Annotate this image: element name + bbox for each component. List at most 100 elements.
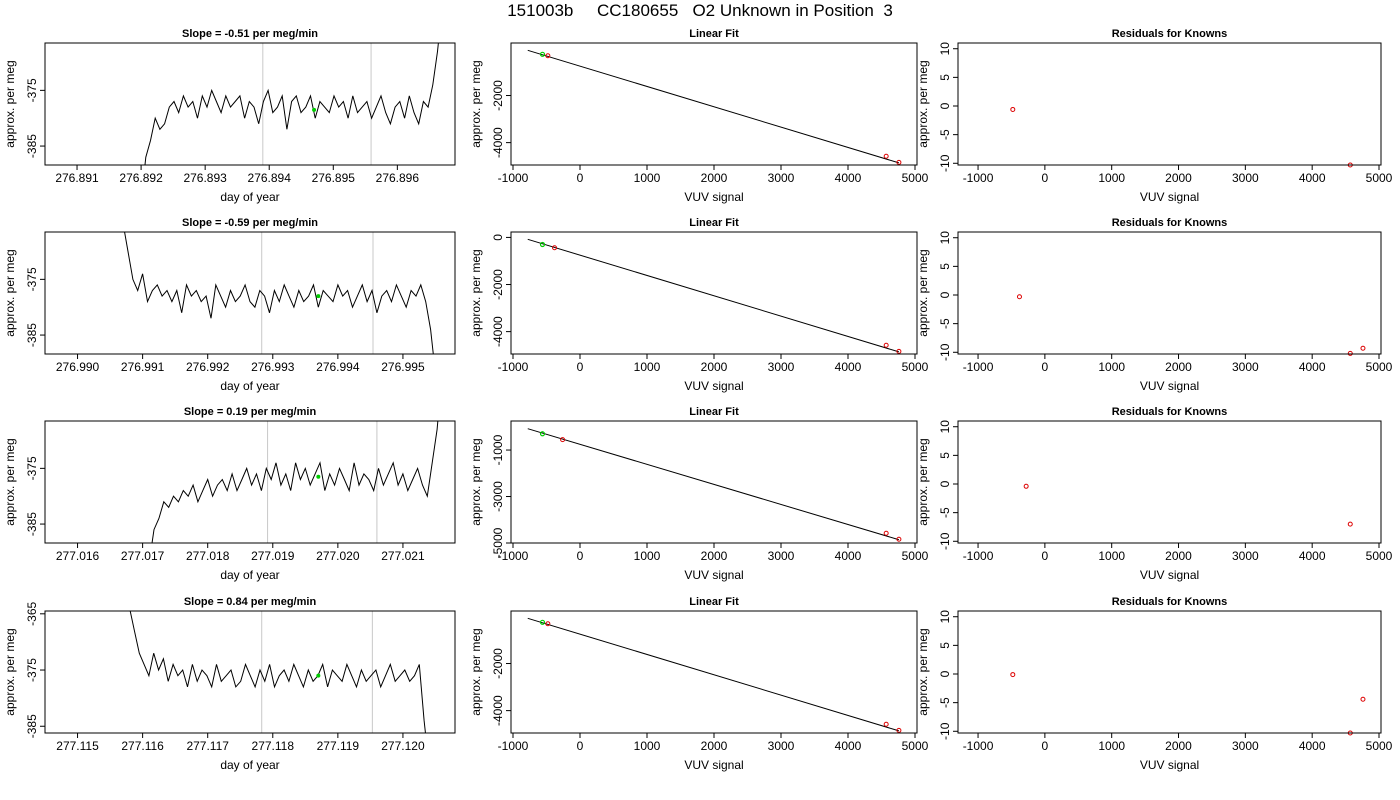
x-tick-label: 2000 bbox=[1165, 360, 1192, 374]
x-tick-label: 2000 bbox=[701, 549, 728, 563]
x-tick-label: 0 bbox=[577, 739, 584, 753]
x-axis-label: VUV signal bbox=[1140, 379, 1199, 393]
x-axis-label: VUV signal bbox=[1140, 758, 1199, 772]
y-axis-label: approx. per meg bbox=[469, 628, 483, 715]
residual-point bbox=[1347, 521, 1353, 527]
x-tick-label: 4000 bbox=[835, 360, 862, 374]
residual-point bbox=[1016, 294, 1022, 300]
x-axis-label: VUV signal bbox=[684, 190, 743, 204]
plot-title: Residuals for Knowns bbox=[1112, 28, 1228, 40]
green-marker bbox=[312, 107, 317, 112]
x-tick-label: 276.990 bbox=[56, 360, 100, 374]
residual-point bbox=[1023, 483, 1029, 489]
y-tick-label: -375 bbox=[25, 267, 39, 291]
x-tick-label: 3000 bbox=[1232, 549, 1259, 563]
plot-frame bbox=[510, 42, 918, 166]
x-tick-label: 276.896 bbox=[376, 171, 420, 185]
x-tick-label: 3000 bbox=[768, 171, 795, 185]
x-tick-label: 5000 bbox=[1366, 171, 1393, 185]
series-line bbox=[124, 232, 434, 354]
red-point bbox=[883, 153, 889, 159]
y-tick-label: -10 bbox=[938, 722, 952, 740]
y-tick-label: -365 bbox=[25, 601, 39, 625]
residual-point bbox=[1360, 345, 1366, 351]
panel-fit-row-3: Linear Fit VUV signal approx. per meg -1000… bbox=[469, 406, 929, 582]
red-point bbox=[896, 159, 902, 165]
y-tick-label: -2000 bbox=[491, 269, 505, 300]
red-point bbox=[896, 348, 902, 354]
plot-area bbox=[151, 421, 439, 543]
red-point bbox=[883, 530, 889, 536]
panel-residuals-row-4: Residuals for Knowns VUV signal approx. pe… bbox=[916, 596, 1393, 772]
x-tick-label: 0 bbox=[577, 360, 584, 374]
y-axis-label: approx. per meg bbox=[916, 438, 930, 525]
red-point bbox=[883, 721, 889, 727]
panel-timeseries-row-4: Slope = 0.84 per meg/min day of year appro… bbox=[3, 596, 456, 772]
x-tick-label: 1000 bbox=[634, 171, 661, 185]
x-tick-label: -1000 bbox=[963, 739, 994, 753]
x-axis-label: day of year bbox=[220, 379, 279, 393]
y-tick-label: -5 bbox=[938, 129, 952, 140]
y-axis-label: approx. per meg bbox=[3, 60, 17, 147]
panel-timeseries-row-3: Slope = 0.19 per meg/min day of year appro… bbox=[3, 406, 456, 582]
y-tick-label: 5 bbox=[938, 452, 952, 459]
plot-title: Residuals for Knowns bbox=[1112, 596, 1228, 608]
plot-title: Slope = -0.51 per meg/min bbox=[182, 28, 318, 40]
series-line bbox=[151, 421, 439, 543]
x-tick-label: -1000 bbox=[498, 739, 529, 753]
red-point bbox=[883, 342, 889, 348]
y-tick-label: 0 bbox=[938, 480, 952, 487]
x-tick-label: 0 bbox=[1042, 549, 1049, 563]
x-tick-label: 5000 bbox=[902, 739, 929, 753]
x-axis-label: VUV signal bbox=[684, 758, 743, 772]
x-tick-label: 0 bbox=[1042, 739, 1049, 753]
x-tick-label: 5000 bbox=[1366, 549, 1393, 563]
y-tick-label: -2000 bbox=[491, 80, 505, 111]
x-tick-label: 1000 bbox=[634, 549, 661, 563]
fit-line bbox=[527, 238, 900, 353]
green-marker bbox=[316, 673, 321, 678]
plot-frame bbox=[44, 42, 456, 166]
green-marker bbox=[316, 474, 321, 479]
x-axis-label: VUV signal bbox=[1140, 568, 1199, 582]
y-tick-label: -385 bbox=[25, 134, 39, 158]
panel-timeseries-row-2: Slope = -0.59 per meg/min day of year appr… bbox=[3, 217, 456, 393]
main-title: 151003b CC180655 O2 Unknown in Position … bbox=[507, 1, 893, 20]
x-tick-label: 277.115 bbox=[56, 739, 99, 753]
fit-line bbox=[527, 617, 900, 732]
plot-area bbox=[527, 617, 902, 733]
y-tick-label: 5 bbox=[938, 642, 952, 649]
x-tick-label: 3000 bbox=[1232, 739, 1259, 753]
y-tick-label: 5 bbox=[938, 74, 952, 81]
x-tick-label: 1000 bbox=[1098, 739, 1125, 753]
residual-point bbox=[1010, 672, 1016, 678]
y-axis-label: approx. per meg bbox=[3, 628, 17, 715]
x-axis-label: day of year bbox=[220, 758, 279, 772]
plot-frame bbox=[957, 420, 1382, 544]
x-tick-label: 3000 bbox=[768, 360, 795, 374]
y-tick-label: -385 bbox=[25, 714, 39, 738]
y-tick-label: 5 bbox=[938, 263, 952, 270]
x-tick-label: 276.894 bbox=[248, 171, 292, 185]
fit-line bbox=[527, 49, 900, 164]
plot-frame bbox=[957, 610, 1382, 734]
x-tick-label: 1000 bbox=[634, 360, 661, 374]
y-tick-label: -375 bbox=[25, 78, 39, 102]
x-tick-label: 276.991 bbox=[121, 360, 165, 374]
red-point bbox=[545, 53, 551, 59]
green-marker bbox=[316, 294, 321, 299]
y-axis-label: approx. per meg bbox=[916, 60, 930, 147]
x-tick-label: 5000 bbox=[1366, 360, 1393, 374]
plot-title: Slope = 0.19 per meg/min bbox=[184, 406, 317, 418]
x-tick-label: 0 bbox=[577, 549, 584, 563]
x-tick-label: 277.016 bbox=[56, 549, 100, 563]
panel-fit-row-1: Linear Fit VUV signal approx. per meg -1000… bbox=[469, 28, 929, 204]
y-tick-label: -4000 bbox=[491, 127, 505, 158]
x-tick-label: 276.895 bbox=[312, 171, 356, 185]
x-tick-label: 276.892 bbox=[119, 171, 163, 185]
panel-timeseries-row-1: Slope = -0.51 per meg/min day of year appr… bbox=[3, 28, 456, 204]
y-axis-label: approx. per meg bbox=[3, 249, 17, 336]
plot-area bbox=[527, 49, 902, 165]
y-axis-label: approx. per meg bbox=[916, 249, 930, 336]
